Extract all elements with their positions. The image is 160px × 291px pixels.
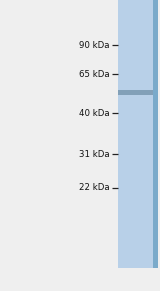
Text: 31 kDa: 31 kDa [79, 150, 110, 159]
Bar [153, 0, 158, 268]
Text: 40 kDa: 40 kDa [79, 109, 110, 118]
Text: 65 kDa: 65 kDa [79, 70, 110, 79]
Bar [118, 90, 153, 95]
Text: 22 kDa: 22 kDa [79, 183, 110, 192]
Text: 90 kDa: 90 kDa [79, 41, 110, 49]
Bar [118, 0, 158, 268]
